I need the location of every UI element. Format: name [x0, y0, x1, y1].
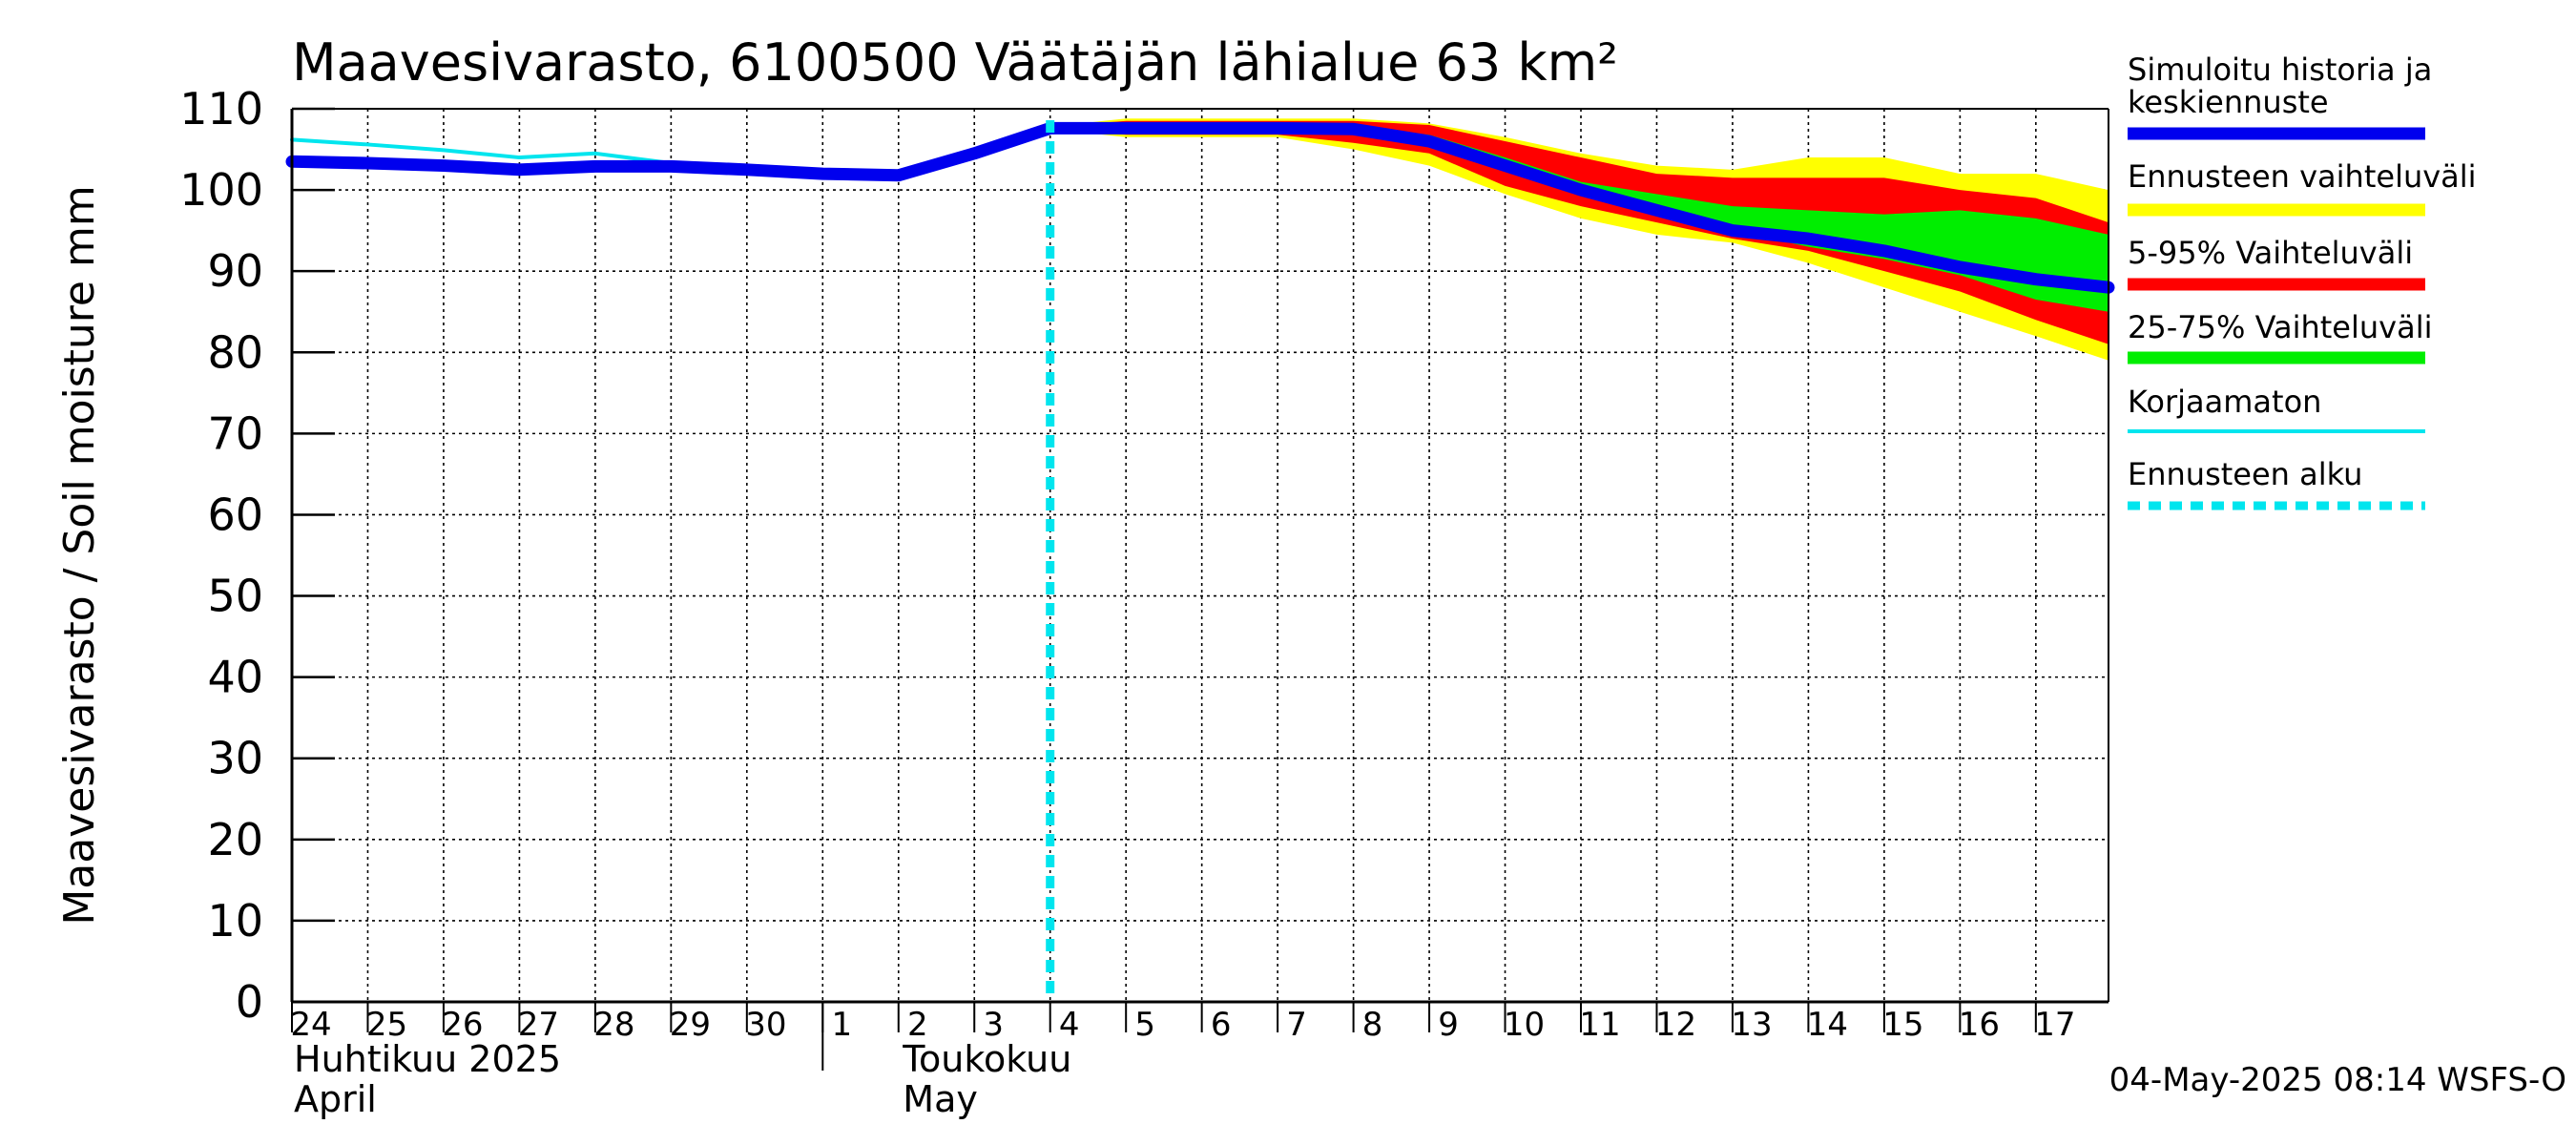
x-tick-label: 29: [670, 1006, 711, 1044]
chart-title: Maavesivarasto, 6100500 Väätäjän lähialu…: [292, 32, 1618, 93]
x-tick-label: 8: [1362, 1006, 1383, 1044]
y-tick-label: 100: [179, 164, 263, 216]
legend-label: Ennusteen alku: [2128, 456, 2362, 492]
y-tick-label: 40: [207, 652, 263, 703]
y-tick-label: 10: [207, 895, 263, 947]
x-tick-label: 5: [1134, 1006, 1155, 1044]
y-tick-label: 80: [207, 326, 263, 378]
legend-label: Korjaamaton: [2128, 384, 2321, 420]
month-label-fi: Huhtikuu 2025: [294, 1038, 561, 1080]
month-label-en: April: [294, 1078, 377, 1120]
x-tick-label: 10: [1504, 1006, 1545, 1044]
timestamp: 04-May-2025 08:14 WSFS-O: [2109, 1061, 2566, 1099]
legend-label-line: Simuloitu historia ja: [2128, 52, 2432, 88]
x-tick-label: 2: [907, 1006, 928, 1044]
y-tick-label: 70: [207, 407, 263, 459]
x-tick-label: 24: [290, 1006, 331, 1044]
legend-label: 5-95% Vaihteluväli: [2128, 235, 2413, 271]
month-label-en: May: [903, 1078, 978, 1120]
y-tick-label: 20: [207, 814, 263, 865]
y-tick-label: 90: [207, 245, 263, 297]
x-tick-label: 15: [1882, 1006, 1923, 1044]
series-line-0: [285, 121, 2115, 294]
x-tick-label: 16: [1959, 1006, 2000, 1044]
month-label-fi: Toukokuu: [902, 1038, 1071, 1080]
legend-label: Ennusteen vaihteluväli: [2128, 158, 2477, 195]
legend-label: Simuloitu historia ja keskiennuste: [2128, 52, 2432, 120]
axes: [290, 107, 2109, 1071]
x-tick-label: 4: [1059, 1006, 1080, 1044]
y-tick-label: 0: [236, 976, 263, 1028]
x-tick-label: 30: [745, 1006, 786, 1044]
legend-label: 25-75% Vaihteluväli: [2128, 309, 2432, 345]
x-tick-label: 6: [1211, 1006, 1232, 1044]
x-tick-label: 28: [593, 1006, 634, 1044]
y-tick-label: 60: [207, 489, 263, 540]
y-tick-label: 110: [179, 83, 263, 135]
x-tick-label: 27: [518, 1006, 559, 1044]
x-tick-label: 7: [1286, 1006, 1307, 1044]
x-tick-label: 3: [983, 1006, 1004, 1044]
x-tick-label: 25: [366, 1006, 407, 1044]
series-layer: [285, 120, 2115, 1002]
x-tick-label: 1: [831, 1006, 852, 1044]
x-tick-label: 12: [1655, 1006, 1696, 1044]
y-tick-label: 50: [207, 571, 263, 622]
x-tick-label: 9: [1438, 1006, 1459, 1044]
x-tick-label: 17: [2034, 1006, 2075, 1044]
legend-label-line: keskiennuste: [2128, 84, 2329, 120]
y-tick-label: 30: [207, 733, 263, 784]
x-tick-label: 14: [1807, 1006, 1848, 1044]
x-tick-label: 26: [442, 1006, 483, 1044]
legend: Simuloitu historia ja keskiennuste Ennuste…: [2128, 52, 2477, 510]
y-axis-label: Maavesivarasto / Soil moisture mm: [55, 185, 104, 925]
x-tick-label: 11: [1579, 1006, 1620, 1044]
x-tick-label: 13: [1731, 1006, 1772, 1044]
